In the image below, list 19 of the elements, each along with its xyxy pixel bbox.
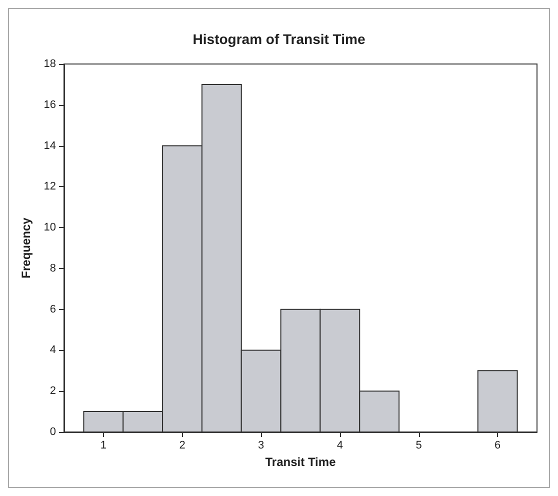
y-tick-label: 8	[50, 262, 56, 274]
y-tick-label: 6	[50, 303, 56, 316]
y-tick-label: 4	[50, 344, 56, 356]
y-tick-label: 10	[44, 222, 56, 234]
x-tick-label: 6	[494, 440, 501, 452]
y-tick-label: 0	[50, 426, 56, 438]
y-tick-label: 14	[44, 140, 56, 152]
x-tick-label: 1	[100, 440, 106, 452]
y-tick-label: 2	[50, 385, 56, 398]
chart-title: Histogram of Transit Time	[192, 31, 366, 47]
x-tick-label: 2	[179, 440, 186, 452]
x-axis-title: Transit Time	[265, 454, 336, 469]
x-tick-label: 4	[336, 440, 343, 452]
y-axis-title: Frequency	[19, 217, 33, 278]
x-tick-label: 5	[416, 440, 422, 452]
x-tick-label: 3	[258, 440, 264, 452]
y-tick-label: 16	[44, 98, 56, 111]
y-tick-label: 18	[44, 58, 56, 70]
y-tick-label: 12	[44, 180, 56, 193]
